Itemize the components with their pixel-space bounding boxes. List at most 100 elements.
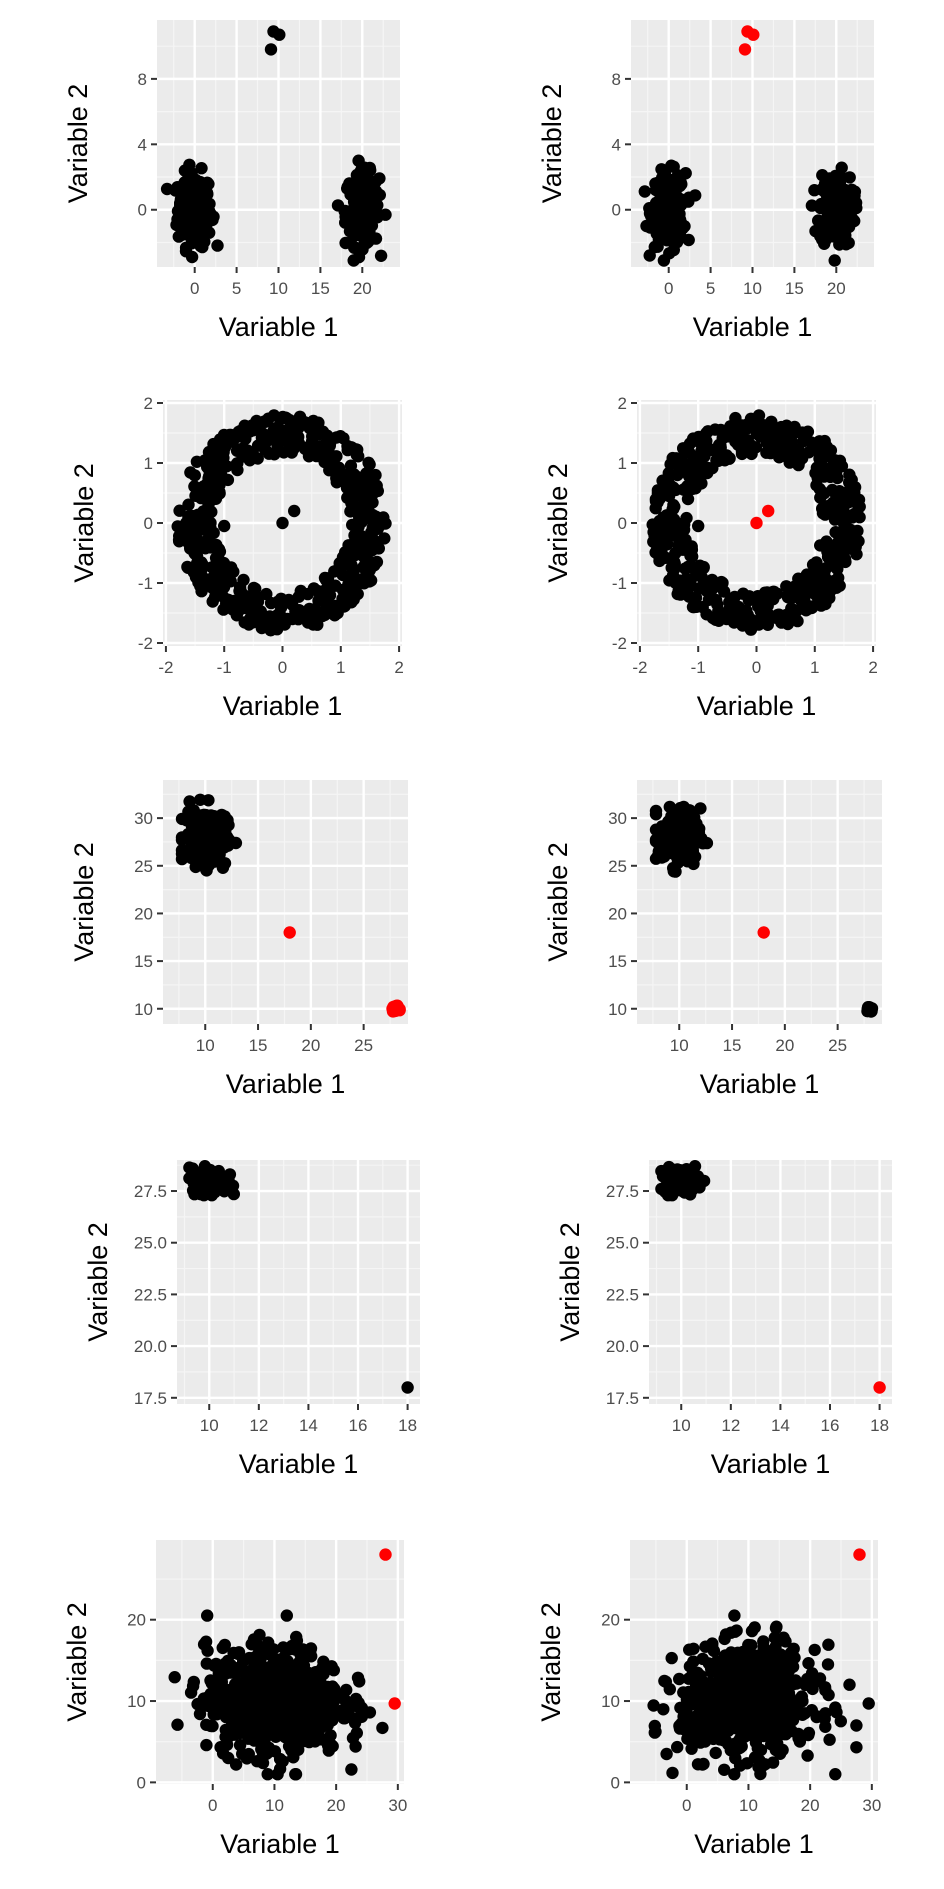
data-point bbox=[775, 445, 789, 458]
data-point bbox=[182, 498, 195, 511]
x-tick-label: 10 bbox=[670, 1036, 689, 1055]
y-axis-title: Variable 2 bbox=[62, 1602, 92, 1722]
data-point bbox=[797, 435, 810, 448]
scatter-chart-6: 10 15 20 25 10 15 20 25 30 Variable 1 Variable 2 bbox=[543, 780, 882, 1099]
data-point bbox=[287, 1732, 300, 1746]
y-tick-label: -2 bbox=[138, 634, 153, 653]
data-point bbox=[664, 1180, 678, 1193]
data-point bbox=[808, 184, 821, 197]
data-point bbox=[839, 539, 852, 552]
data-point bbox=[801, 425, 815, 438]
data-point bbox=[179, 245, 193, 258]
data-point bbox=[401, 1381, 414, 1394]
x-tick-label: 20 bbox=[327, 1796, 346, 1815]
data-point bbox=[710, 1722, 723, 1735]
data-point bbox=[311, 1682, 324, 1695]
data-point bbox=[830, 550, 843, 563]
data-point bbox=[326, 451, 339, 464]
data-point bbox=[252, 1647, 265, 1660]
data-point bbox=[371, 514, 384, 527]
data-point bbox=[836, 229, 849, 242]
data-point bbox=[763, 1665, 777, 1679]
x-tick-label: 10 bbox=[265, 1796, 284, 1815]
data-point bbox=[251, 1666, 264, 1679]
data-point bbox=[779, 1635, 792, 1648]
data-point bbox=[740, 1714, 753, 1728]
data-point bbox=[667, 160, 680, 173]
data-point bbox=[682, 469, 695, 482]
data-point bbox=[324, 1729, 337, 1742]
data-point bbox=[720, 1735, 733, 1748]
data-point bbox=[196, 240, 209, 254]
data-point bbox=[837, 211, 851, 225]
data-point bbox=[660, 234, 674, 247]
data-point bbox=[673, 1722, 687, 1735]
data-point bbox=[264, 43, 278, 56]
data-point bbox=[289, 1768, 302, 1781]
data-point bbox=[653, 514, 666, 528]
data-point bbox=[694, 437, 707, 450]
data-point bbox=[705, 1665, 718, 1679]
data-point bbox=[204, 809, 218, 822]
y-tick-label: 30 bbox=[134, 809, 153, 828]
data-point bbox=[830, 465, 843, 479]
data-point bbox=[845, 473, 858, 486]
data-point bbox=[206, 595, 219, 608]
x-tick-label: 5 bbox=[706, 279, 715, 298]
data-point bbox=[667, 572, 681, 585]
data-point bbox=[292, 590, 305, 603]
data-point bbox=[690, 452, 703, 465]
data-point bbox=[789, 426, 803, 439]
y-tick-label: 20 bbox=[608, 904, 627, 923]
data-point bbox=[853, 511, 866, 524]
data-point bbox=[829, 1701, 842, 1714]
data-point bbox=[360, 565, 373, 578]
x-tick-label: 16 bbox=[821, 1416, 840, 1435]
y-tick-label: 25 bbox=[134, 857, 153, 876]
data-point bbox=[668, 562, 681, 576]
data-point bbox=[236, 1747, 249, 1761]
y-tick-label: 10 bbox=[134, 1000, 153, 1019]
x-tick-label: 14 bbox=[299, 1416, 318, 1435]
data-point bbox=[674, 521, 687, 534]
data-point bbox=[363, 506, 376, 519]
data-point bbox=[717, 585, 731, 598]
data-point bbox=[738, 1730, 751, 1743]
data-point bbox=[217, 1693, 231, 1706]
x-axis-title: Variable 1 bbox=[239, 1449, 359, 1479]
x-tick-label: 2 bbox=[868, 658, 877, 677]
data-point bbox=[234, 602, 248, 616]
data-point bbox=[200, 864, 213, 877]
data-point bbox=[807, 585, 820, 598]
data-point bbox=[835, 161, 848, 174]
data-point bbox=[718, 1763, 731, 1777]
data-point bbox=[706, 1712, 719, 1726]
y-tick-label: 10 bbox=[608, 1000, 627, 1019]
data-point bbox=[168, 1671, 181, 1684]
data-point bbox=[757, 1635, 770, 1648]
data-point bbox=[217, 451, 230, 465]
outlier-point bbox=[762, 504, 775, 518]
data-point bbox=[667, 243, 680, 257]
data-point bbox=[216, 822, 229, 835]
data-point bbox=[246, 616, 259, 629]
data-point bbox=[264, 1710, 277, 1723]
data-point bbox=[352, 450, 365, 463]
x-axis-title: Variable 1 bbox=[219, 312, 339, 342]
data-point bbox=[754, 1715, 767, 1728]
scatter-chart-7: 10 12 14 16 18 17.5 20.0 22.5 25.0 27.5 Variable 1… bbox=[83, 1160, 420, 1479]
data-point bbox=[795, 573, 808, 586]
data-point bbox=[759, 1695, 772, 1708]
data-point bbox=[664, 520, 677, 533]
data-point bbox=[689, 591, 703, 604]
data-point bbox=[209, 492, 223, 505]
data-point bbox=[751, 1652, 764, 1666]
data-point bbox=[802, 602, 815, 615]
data-point bbox=[694, 802, 707, 815]
data-point bbox=[186, 1679, 200, 1693]
data-point bbox=[183, 795, 196, 808]
data-point bbox=[194, 487, 207, 501]
data-point bbox=[216, 861, 230, 874]
data-point bbox=[819, 1707, 832, 1720]
x-tick-label: -1 bbox=[217, 658, 232, 677]
